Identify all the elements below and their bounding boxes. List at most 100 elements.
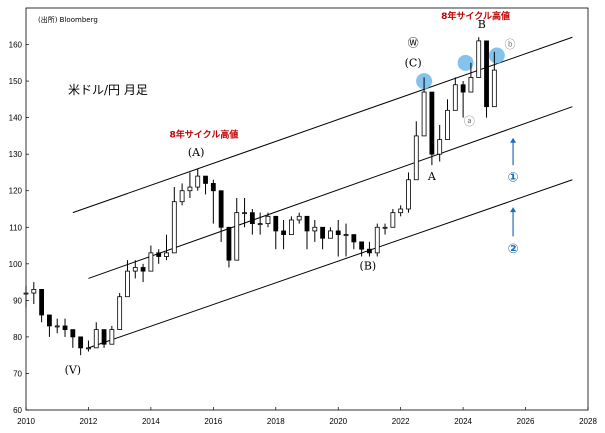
blue-arrows: [510, 137, 517, 237]
y-tick-label: 80: [13, 333, 22, 342]
bar-body: [413, 135, 419, 181]
y-tick-label: 140: [9, 114, 23, 123]
bar-body: [234, 212, 240, 261]
bar-body: [390, 212, 396, 228]
x-tick-label: 2020: [329, 417, 347, 426]
bar-body: [70, 329, 76, 338]
highlight-circle: [457, 54, 474, 71]
bar-body: [335, 230, 341, 235]
bar-body: [320, 226, 326, 239]
highlight-circle: [488, 47, 505, 64]
wave-label: ⓑ: [504, 38, 515, 51]
y-axis: 60 70 80 90 100 110 120 130 140 150 160: [9, 41, 29, 415]
wave-label: (C): [405, 56, 422, 69]
bar-body: [148, 252, 154, 272]
bar-body: [343, 234, 349, 236]
bar-body: [47, 314, 52, 327]
bar-body: [101, 329, 107, 345]
bar-body: [281, 230, 286, 235]
x-tick-label: 2014: [142, 417, 160, 426]
bar-body: [304, 215, 310, 232]
x-tick-label: 2018: [267, 417, 285, 426]
bar-body: [218, 190, 224, 228]
cycle-high-label: 8年サイクル高値: [170, 129, 239, 141]
channel-line-middle: [88, 106, 573, 279]
bar-body: [468, 77, 474, 93]
wave-label: (V): [65, 363, 82, 376]
y-tick-label: 120: [9, 187, 23, 196]
price-bars: [23, 37, 497, 356]
bar-body: [140, 267, 146, 272]
y-tick-label: 100: [9, 260, 23, 269]
channel-line-lower: [88, 179, 573, 349]
y-tick-label: 160: [9, 41, 23, 50]
bar-body: [328, 230, 333, 239]
channel-lines: [72, 36, 573, 349]
y-tick-label: 90: [13, 296, 22, 305]
y-tick-label: 150: [9, 77, 23, 86]
bar-body: [257, 223, 263, 226]
wave-label: A: [427, 170, 437, 183]
cycle-high-label: 8年サイクル高値: [441, 10, 510, 22]
bar-body: [367, 248, 372, 254]
bar-body: [156, 252, 162, 257]
bar-body: [491, 69, 497, 108]
bar-body: [296, 215, 302, 221]
x-tick-label: 2012: [80, 417, 98, 426]
channel-number-label: ②: [508, 242, 519, 257]
chart-source: (出所) Bloomberg: [38, 15, 98, 24]
y-tick-label: 70: [13, 369, 22, 378]
wave-label: Ⓦ: [408, 36, 419, 49]
wave-label: (A): [188, 146, 205, 159]
x-tick-label: 2010: [17, 417, 35, 426]
wave-label: B: [478, 18, 486, 31]
bar-body: [23, 292, 29, 295]
bar-body: [312, 226, 318, 232]
bar-body: [203, 175, 208, 184]
bar-body: [406, 179, 411, 210]
bar-body: [31, 288, 37, 294]
wave-label: ⓐ: [464, 115, 475, 128]
x-tick-label: 2026: [517, 417, 535, 426]
bar-body: [249, 212, 255, 225]
bar-body: [226, 226, 232, 261]
bar-body: [62, 325, 68, 331]
bar-body: [109, 329, 115, 345]
x-tick-label: 2022: [392, 417, 410, 426]
bar-body: [39, 288, 45, 316]
x-tick-label: 2028: [579, 417, 597, 426]
bar-body: [288, 219, 294, 235]
bar-body: [187, 186, 193, 192]
bar-body: [171, 201, 177, 254]
bar-body: [452, 84, 458, 111]
x-tick-label: 2016: [204, 417, 222, 426]
bar-body: [398, 208, 404, 214]
y-tick-label: 110: [9, 223, 22, 232]
bar-body: [484, 40, 489, 108]
blue-arrow-head: [510, 207, 517, 213]
bar-body: [429, 91, 435, 155]
bar-body: [164, 252, 169, 257]
x-tick-label: 2024: [454, 417, 472, 426]
channel-line-upper: [72, 36, 573, 214]
wave-label: (B): [360, 259, 377, 272]
bar-body: [445, 109, 450, 140]
annotation-labels: (V) (A) (B) (C) Ⓦ A Bⓑ ⓐ 8年サイクル高値 8年サイクル高値 ① ②: [65, 10, 519, 376]
bar-body: [125, 270, 130, 298]
chart-title: 米ドル/円 月足: [68, 83, 148, 97]
bar-body: [78, 336, 84, 349]
blue-arrow-head: [510, 137, 517, 143]
bar-body: [437, 139, 443, 155]
bar-body: [179, 190, 185, 203]
bar-body: [210, 183, 216, 192]
bar-body: [54, 325, 60, 328]
y-tick-label: 130: [9, 150, 23, 159]
bar-body: [476, 40, 482, 78]
plot-frame: [25, 7, 589, 411]
bar-body: [86, 347, 91, 350]
bar-body: [93, 329, 99, 349]
bar-body: [242, 212, 247, 215]
bar-body: [265, 215, 271, 225]
bar-body: [460, 84, 466, 93]
